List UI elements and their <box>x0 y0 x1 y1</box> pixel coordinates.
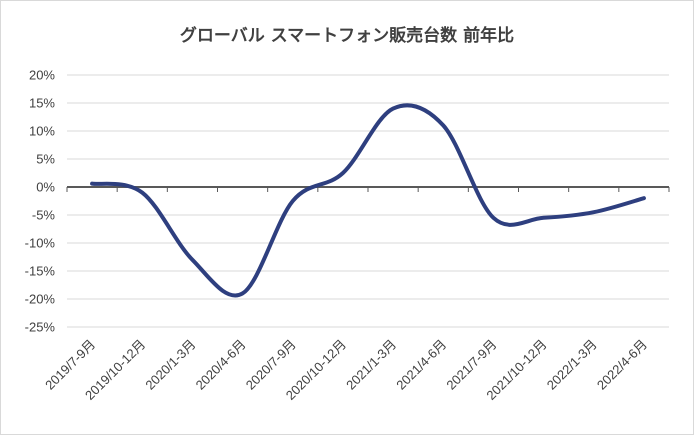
y-tick-label: -10% <box>25 236 56 251</box>
series-layer <box>90 103 646 298</box>
x-tick-label: 2021/4-6月 <box>393 337 449 393</box>
x-axis-tick-labels: 2019/7-9月2019/10-12月2020/1-3月2020/4-6月20… <box>42 337 650 403</box>
x-tick-label: 2022/1-3月 <box>544 337 600 393</box>
y-tick-label: 20% <box>29 68 55 83</box>
y-tick-label: 10% <box>29 124 55 139</box>
x-tick-label: 2020/1-3月 <box>142 337 198 393</box>
y-axis-tick-labels: 20% 15% 10% 5% 0% -5% -10% -15% -20% -25% <box>25 68 56 335</box>
x-tick-label: 2022/4-6月 <box>594 337 650 393</box>
y-tick-label: 5% <box>36 152 55 167</box>
y-tick-label: -20% <box>25 292 56 307</box>
y-tick-label: -5% <box>32 208 56 223</box>
gridlines <box>67 74 669 328</box>
zero-axis <box>66 186 670 192</box>
y-tick-label: -15% <box>25 264 56 279</box>
y-tick-label: 15% <box>29 96 55 111</box>
chart-title: グローバル スマートフォン販売台数 前年比 <box>180 25 514 46</box>
y-tick-label: 0% <box>36 180 55 195</box>
x-tick-label: 2021/1-3月 <box>343 337 399 393</box>
x-tick-label: 2020/4-6月 <box>193 337 249 393</box>
series-line <box>90 103 646 298</box>
y-tick-label: -25% <box>25 320 56 335</box>
